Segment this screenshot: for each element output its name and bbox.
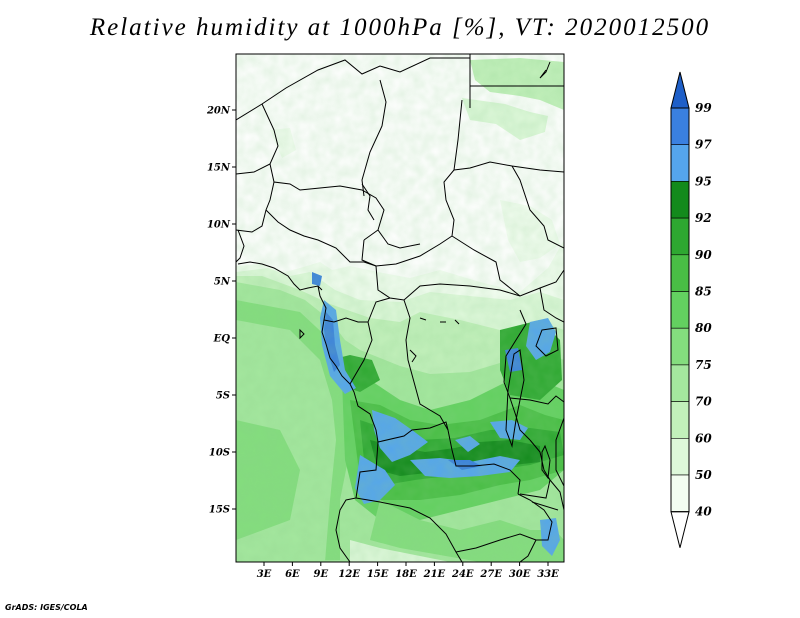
lat-tick-label: 15S <box>209 505 230 516</box>
colorbar-top-arrow <box>670 71 690 109</box>
lat-tick-label: 5S <box>216 391 230 402</box>
colorbar-level-label: 60 <box>695 431 712 445</box>
lat-tick-label: 10N <box>207 220 231 231</box>
colorbar: 99 97 95 92 90 85 80 75 70 60 50 40 <box>670 71 712 548</box>
lat-tick-label: 20N <box>206 106 231 117</box>
colorbar-segment <box>670 474 690 513</box>
colorbar-level-label: 40 <box>695 505 712 519</box>
grads-credit: GrADS: IGES/COLA <box>5 603 88 612</box>
plot-frame <box>235 53 565 563</box>
lon-tick-label: 24E <box>451 569 474 580</box>
colorbar-segment <box>670 107 690 146</box>
humidity-field <box>236 54 564 562</box>
colorbar-segment <box>670 217 690 256</box>
colorbar-segment <box>670 254 690 292</box>
colorbar-segment <box>670 401 690 439</box>
colorbar-level-label: 75 <box>695 358 712 372</box>
map-title: Relative humidity at 1000hPa [%], VT: 20… <box>89 14 711 41</box>
lon-tick-label: 15E <box>367 569 389 580</box>
colorbar-level-label: 50 <box>695 468 712 482</box>
colorbar-segment <box>670 291 690 329</box>
colorbar-level-label: 99 <box>695 101 712 115</box>
lon-tick-label: 33E <box>537 569 559 580</box>
lon-tick-label: 27E <box>479 569 502 580</box>
lon-tick-label: 3E <box>257 569 272 580</box>
colorbar-level-label: 97 <box>695 138 712 152</box>
colorbar-level-label: 85 <box>695 285 712 299</box>
lon-tick-label: 30E <box>509 569 531 580</box>
lon-tick-label: 18E <box>395 569 417 580</box>
lon-tick-label: 12E <box>338 569 360 580</box>
colorbar-segment <box>670 327 690 366</box>
colorbar-level-label: 95 <box>695 174 712 188</box>
country-borders <box>236 54 564 562</box>
lat-tick-label: 10S <box>209 448 230 459</box>
colorbar-level-label: 92 <box>695 211 712 225</box>
colorbar-segment <box>670 181 690 219</box>
lon-tick-label: 21E <box>423 569 446 580</box>
lon-tick-label: 6E <box>285 569 300 580</box>
colorbar-level-label: 90 <box>695 248 712 262</box>
colorbar-segment <box>670 364 690 402</box>
colorbar-segment <box>670 144 690 182</box>
colorbar-segment <box>670 437 690 476</box>
lat-tick-label: 15N <box>207 163 231 174</box>
longitude-axis: 3E 6E 9E 12E 15E 18E 21E 24E 27E 30E 33E <box>257 562 559 580</box>
lat-tick-label: EQ <box>213 334 231 345</box>
lat-tick-label: 5N <box>214 277 231 288</box>
colorbar-level-label: 70 <box>695 395 712 409</box>
latitude-axis: 20N 15N 10N 5N EQ 5S 10S 15S <box>206 106 236 516</box>
lon-tick-label: 9E <box>314 569 329 580</box>
colorbar-level-label: 80 <box>695 321 712 335</box>
colorbar-bottom-arrow <box>670 511 690 548</box>
